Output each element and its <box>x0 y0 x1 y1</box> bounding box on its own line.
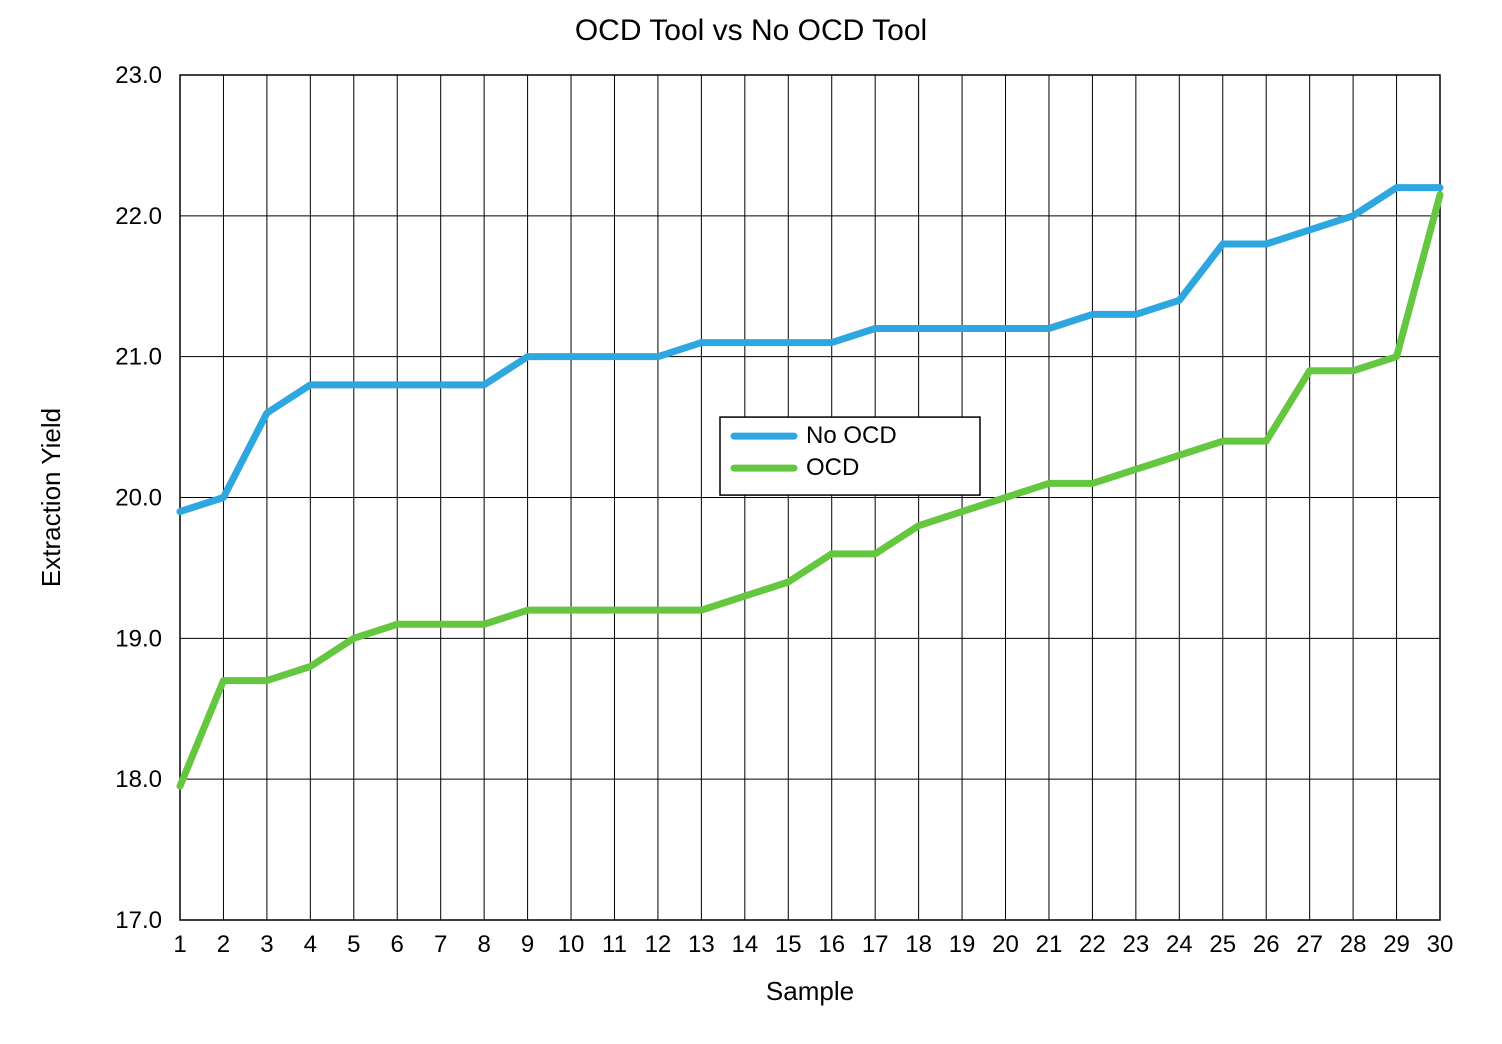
xtick-label: 30 <box>1427 931 1454 958</box>
xtick-label: 26 <box>1253 931 1280 958</box>
xtick-label: 29 <box>1383 931 1410 958</box>
ytick-label: 21.0 <box>115 344 162 371</box>
x-axis-label: Sample <box>766 976 854 1006</box>
ytick-label: 20.0 <box>115 485 162 512</box>
xtick-label: 20 <box>992 931 1019 958</box>
xtick-label: 21 <box>1036 931 1063 958</box>
xtick-label: 3 <box>260 931 273 958</box>
xtick-label: 1 <box>173 931 186 958</box>
legend-item-label: No OCD <box>806 422 897 449</box>
xtick-label: 25 <box>1209 931 1236 958</box>
xtick-label: 12 <box>645 931 672 958</box>
xtick-label: 2 <box>217 931 230 958</box>
xtick-label: 18 <box>905 931 932 958</box>
xtick-label: 24 <box>1166 931 1193 958</box>
xtick-label: 28 <box>1340 931 1367 958</box>
legend-item-label: OCD <box>806 454 859 481</box>
xtick-label: 5 <box>347 931 360 958</box>
xtick-label: 10 <box>558 931 585 958</box>
xtick-label: 22 <box>1079 931 1106 958</box>
line-chart: OCD Tool vs No OCD Tool 17.0 18.0 19.0 20.0 2… <box>0 0 1502 1044</box>
y-axis-label: Extraction Yield <box>36 408 66 587</box>
xtick-label: 19 <box>949 931 976 958</box>
chart-container: OCD Tool vs No OCD Tool 17.0 18.0 19.0 20.0 2… <box>0 0 1502 1044</box>
ytick-label: 23.0 <box>115 62 162 89</box>
xtick-label: 8 <box>477 931 490 958</box>
chart-title: OCD Tool vs No OCD Tool <box>575 14 927 47</box>
xtick-label: 7 <box>434 931 447 958</box>
ytick-label: 17.0 <box>115 907 162 934</box>
xtick-label: 6 <box>391 931 404 958</box>
xtick-label: 4 <box>304 931 317 958</box>
xtick-label: 13 <box>688 931 715 958</box>
xtick-label: 9 <box>521 931 534 958</box>
xtick-label: 27 <box>1296 931 1323 958</box>
xtick-label: 17 <box>862 931 889 958</box>
ytick-label: 22.0 <box>115 203 162 230</box>
xtick-label: 11 <box>602 931 627 958</box>
xtick-label: 15 <box>775 931 802 958</box>
xtick-label: 14 <box>731 931 758 958</box>
xtick-label: 16 <box>818 931 845 958</box>
chart-bg <box>0 0 1502 1044</box>
ytick-label: 18.0 <box>115 766 162 793</box>
ytick-label: 19.0 <box>115 625 162 652</box>
legend: No OCD OCD <box>720 417 980 495</box>
xtick-label: 23 <box>1123 931 1150 958</box>
